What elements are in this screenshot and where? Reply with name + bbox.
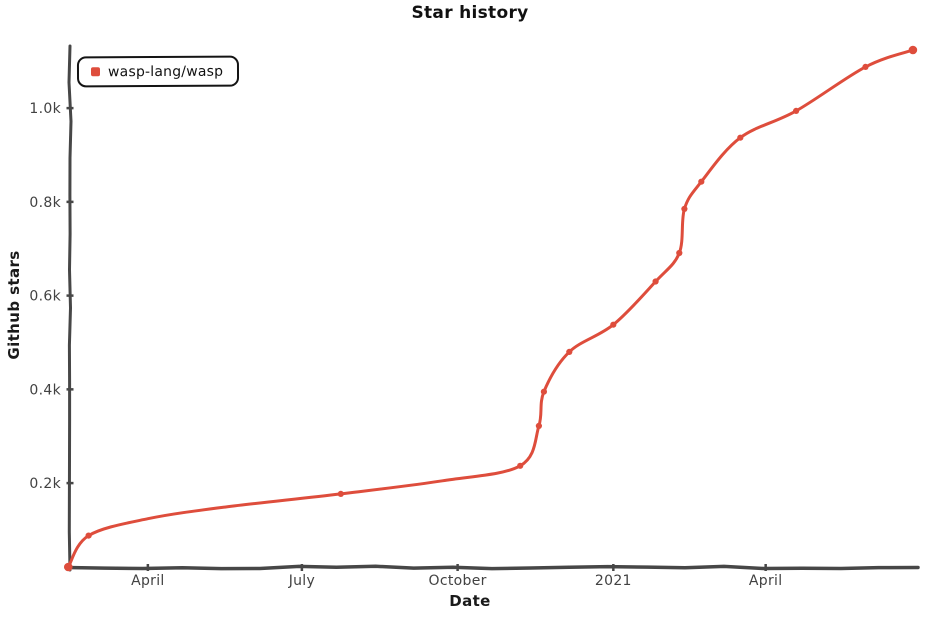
legend-series-label: wasp-lang/wasp bbox=[107, 63, 224, 80]
data-point-marker bbox=[517, 462, 524, 469]
data-point-marker bbox=[698, 178, 705, 185]
x-axis-line bbox=[64, 564, 920, 571]
x-axis-title: Date bbox=[449, 592, 491, 610]
data-point-marker bbox=[566, 348, 573, 355]
series-line bbox=[66, 48, 915, 569]
y-axis-line bbox=[67, 44, 73, 572]
data-point-marker bbox=[85, 532, 92, 539]
data-point-marker bbox=[862, 63, 869, 70]
y-tick-label: 0.6k bbox=[29, 289, 61, 305]
data-point-marker bbox=[737, 134, 744, 141]
legend-series-marker-icon bbox=[90, 67, 101, 77]
x-tick-label: April bbox=[131, 573, 165, 589]
x-tick-label: July bbox=[288, 573, 315, 589]
x-tick-label: October bbox=[429, 573, 487, 589]
y-tick-label: 1.0k bbox=[29, 101, 61, 117]
y-tick-label: 0.2k bbox=[29, 476, 61, 492]
x-tick-label: 2021 bbox=[595, 573, 632, 589]
data-point-marker bbox=[337, 490, 344, 497]
data-point-marker bbox=[793, 107, 800, 114]
data-point-marker bbox=[535, 422, 543, 429]
y-axis-title: Github stars bbox=[5, 250, 23, 360]
data-point-marker bbox=[681, 205, 688, 212]
data-point-marker bbox=[908, 45, 918, 55]
data-point-marker bbox=[610, 321, 617, 328]
data-point-marker bbox=[540, 388, 548, 395]
data-point-marker bbox=[64, 562, 73, 572]
data-point-marker bbox=[676, 249, 683, 257]
y-tick-label: 0.8k bbox=[29, 195, 61, 211]
data-point-marker bbox=[652, 278, 659, 285]
x-tick-label: April bbox=[749, 573, 783, 589]
legend[interactable]: wasp-lang/wasp bbox=[76, 55, 240, 88]
chart-title: Star history bbox=[411, 3, 529, 23]
y-tick-label: 0.4k bbox=[29, 382, 61, 398]
